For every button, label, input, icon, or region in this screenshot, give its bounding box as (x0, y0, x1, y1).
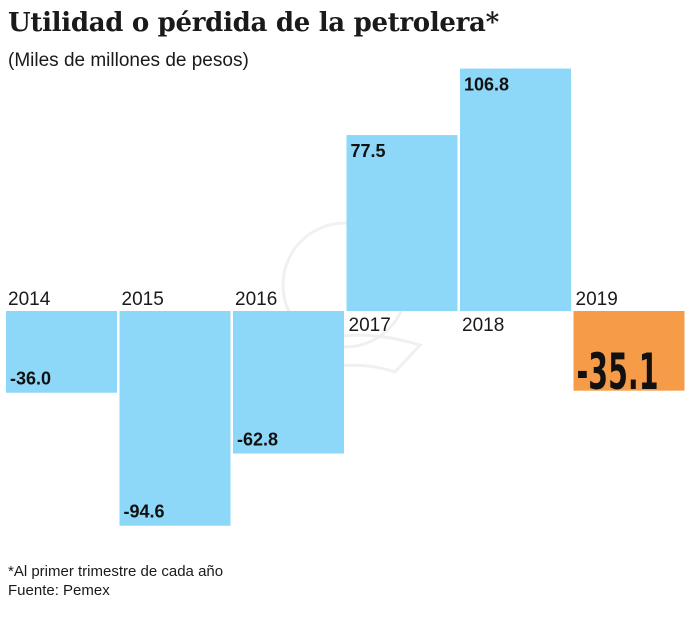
value-label-2018: 106.8 (464, 75, 509, 95)
year-label-2018: 2018 (462, 315, 504, 336)
year-label-2014: 2014 (8, 289, 51, 310)
bar-2015 (119, 311, 231, 526)
bar-2017 (346, 135, 458, 311)
bar-2014 (6, 311, 117, 393)
value-label-2016: -62.8 (237, 430, 278, 450)
year-label-2015: 2015 (122, 289, 164, 310)
value-label-2015: -94.6 (124, 502, 165, 522)
footnote: *Al primer trimestre de cada año (8, 563, 224, 580)
value-label-2017: 77.5 (351, 141, 386, 161)
year-label-2016: 2016 (235, 289, 277, 310)
chart-subtitle: (Miles de millones de pesos) (8, 50, 249, 71)
source-note: Fuente: Pemex (8, 582, 110, 599)
value-label-2014: -36.0 (10, 369, 51, 389)
bar-2019 (573, 311, 685, 391)
bar-2018 (460, 68, 571, 312)
bar-2016 (233, 311, 344, 454)
year-label-2019: 2019 (576, 289, 618, 310)
year-label-2017: 2017 (349, 315, 391, 336)
chart-title: Utilidad o pérdida de la petrolera* (8, 8, 499, 38)
value-label-2019: -35.1 (577, 343, 659, 401)
